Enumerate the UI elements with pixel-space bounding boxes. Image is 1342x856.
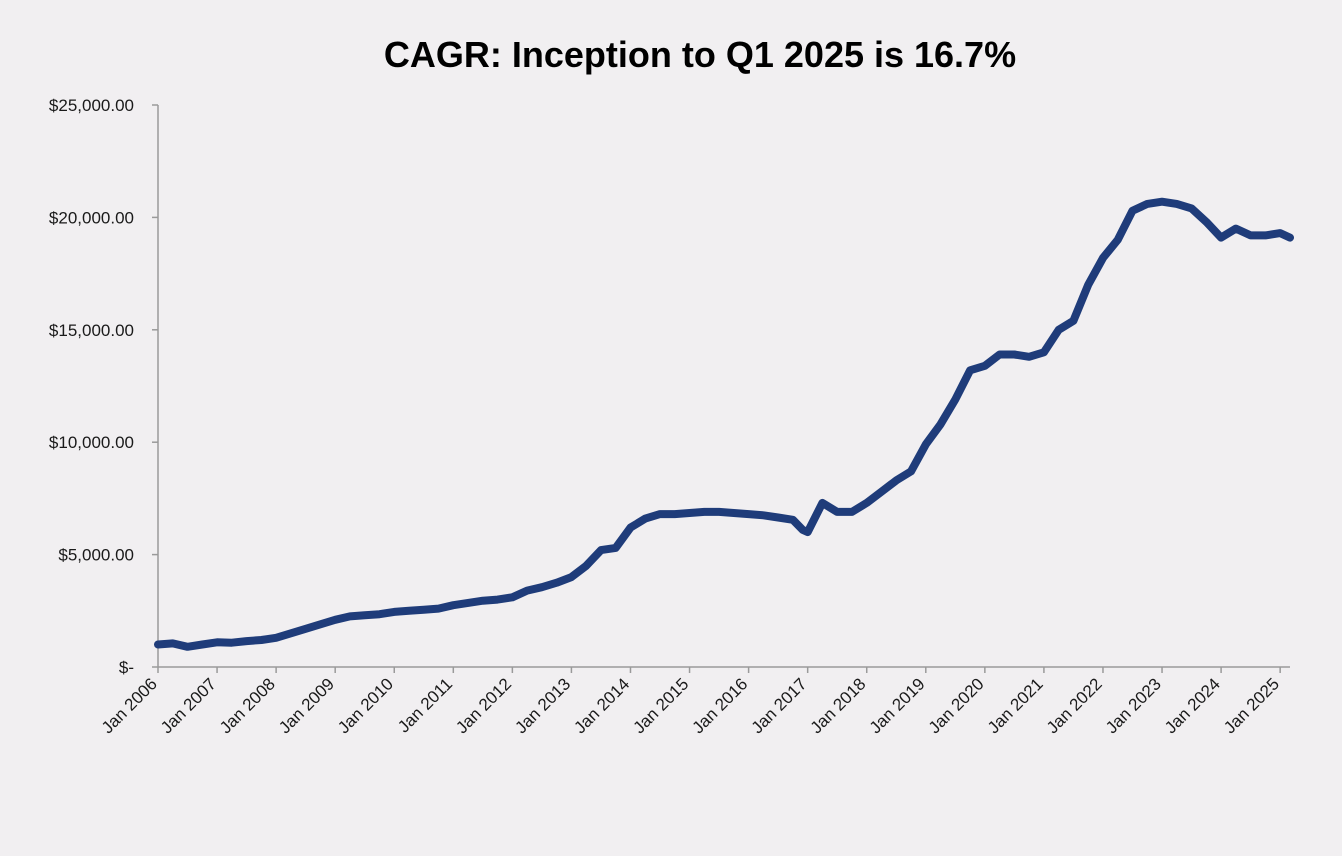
x-tick-label: Jan 2006 bbox=[98, 674, 161, 737]
x-tick-label: Jan 2016 bbox=[689, 674, 752, 737]
x-tick-label: Jan 2014 bbox=[570, 674, 633, 737]
x-tick-label: Jan 2007 bbox=[157, 674, 220, 737]
y-tick-label: $25,000.00 bbox=[49, 96, 134, 115]
x-tick-label: Jan 2012 bbox=[452, 674, 515, 737]
x-tick-label: Jan 2023 bbox=[1102, 674, 1165, 737]
x-tick-label: Jan 2008 bbox=[216, 674, 279, 737]
y-tick-label: $20,000.00 bbox=[49, 208, 134, 227]
x-tick-label: Jan 2021 bbox=[984, 674, 1047, 737]
axes bbox=[152, 104, 1290, 673]
x-tick-label: Jan 2011 bbox=[394, 674, 456, 736]
x-tick-label: Jan 2010 bbox=[334, 674, 397, 737]
x-tick-label: Jan 2019 bbox=[866, 674, 929, 737]
series-line bbox=[154, 197, 1294, 651]
x-tick-label: Jan 2017 bbox=[748, 674, 811, 737]
y-tick-label: $10,000.00 bbox=[49, 433, 134, 452]
x-tick-label: Jan 2018 bbox=[807, 674, 870, 737]
x-tick-label: Jan 2020 bbox=[925, 674, 988, 737]
x-tick-label: Jan 2024 bbox=[1161, 674, 1224, 737]
series-layer bbox=[154, 197, 1294, 651]
chart-title: CAGR: Inception to Q1 2025 is 16.7% bbox=[383, 34, 1017, 75]
x-tick-label: Jan 2025 bbox=[1220, 674, 1283, 737]
y-tick-label: $15,000.00 bbox=[49, 321, 134, 340]
x-tick-label: Jan 2022 bbox=[1043, 674, 1106, 737]
y-tick-label: $- bbox=[119, 658, 134, 677]
x-tick-label: Jan 2013 bbox=[511, 674, 574, 737]
y-tick-label: $5,000.00 bbox=[58, 546, 134, 565]
x-tick-label: Jan 2015 bbox=[629, 674, 692, 737]
x-tick-label: Jan 2009 bbox=[275, 674, 338, 737]
